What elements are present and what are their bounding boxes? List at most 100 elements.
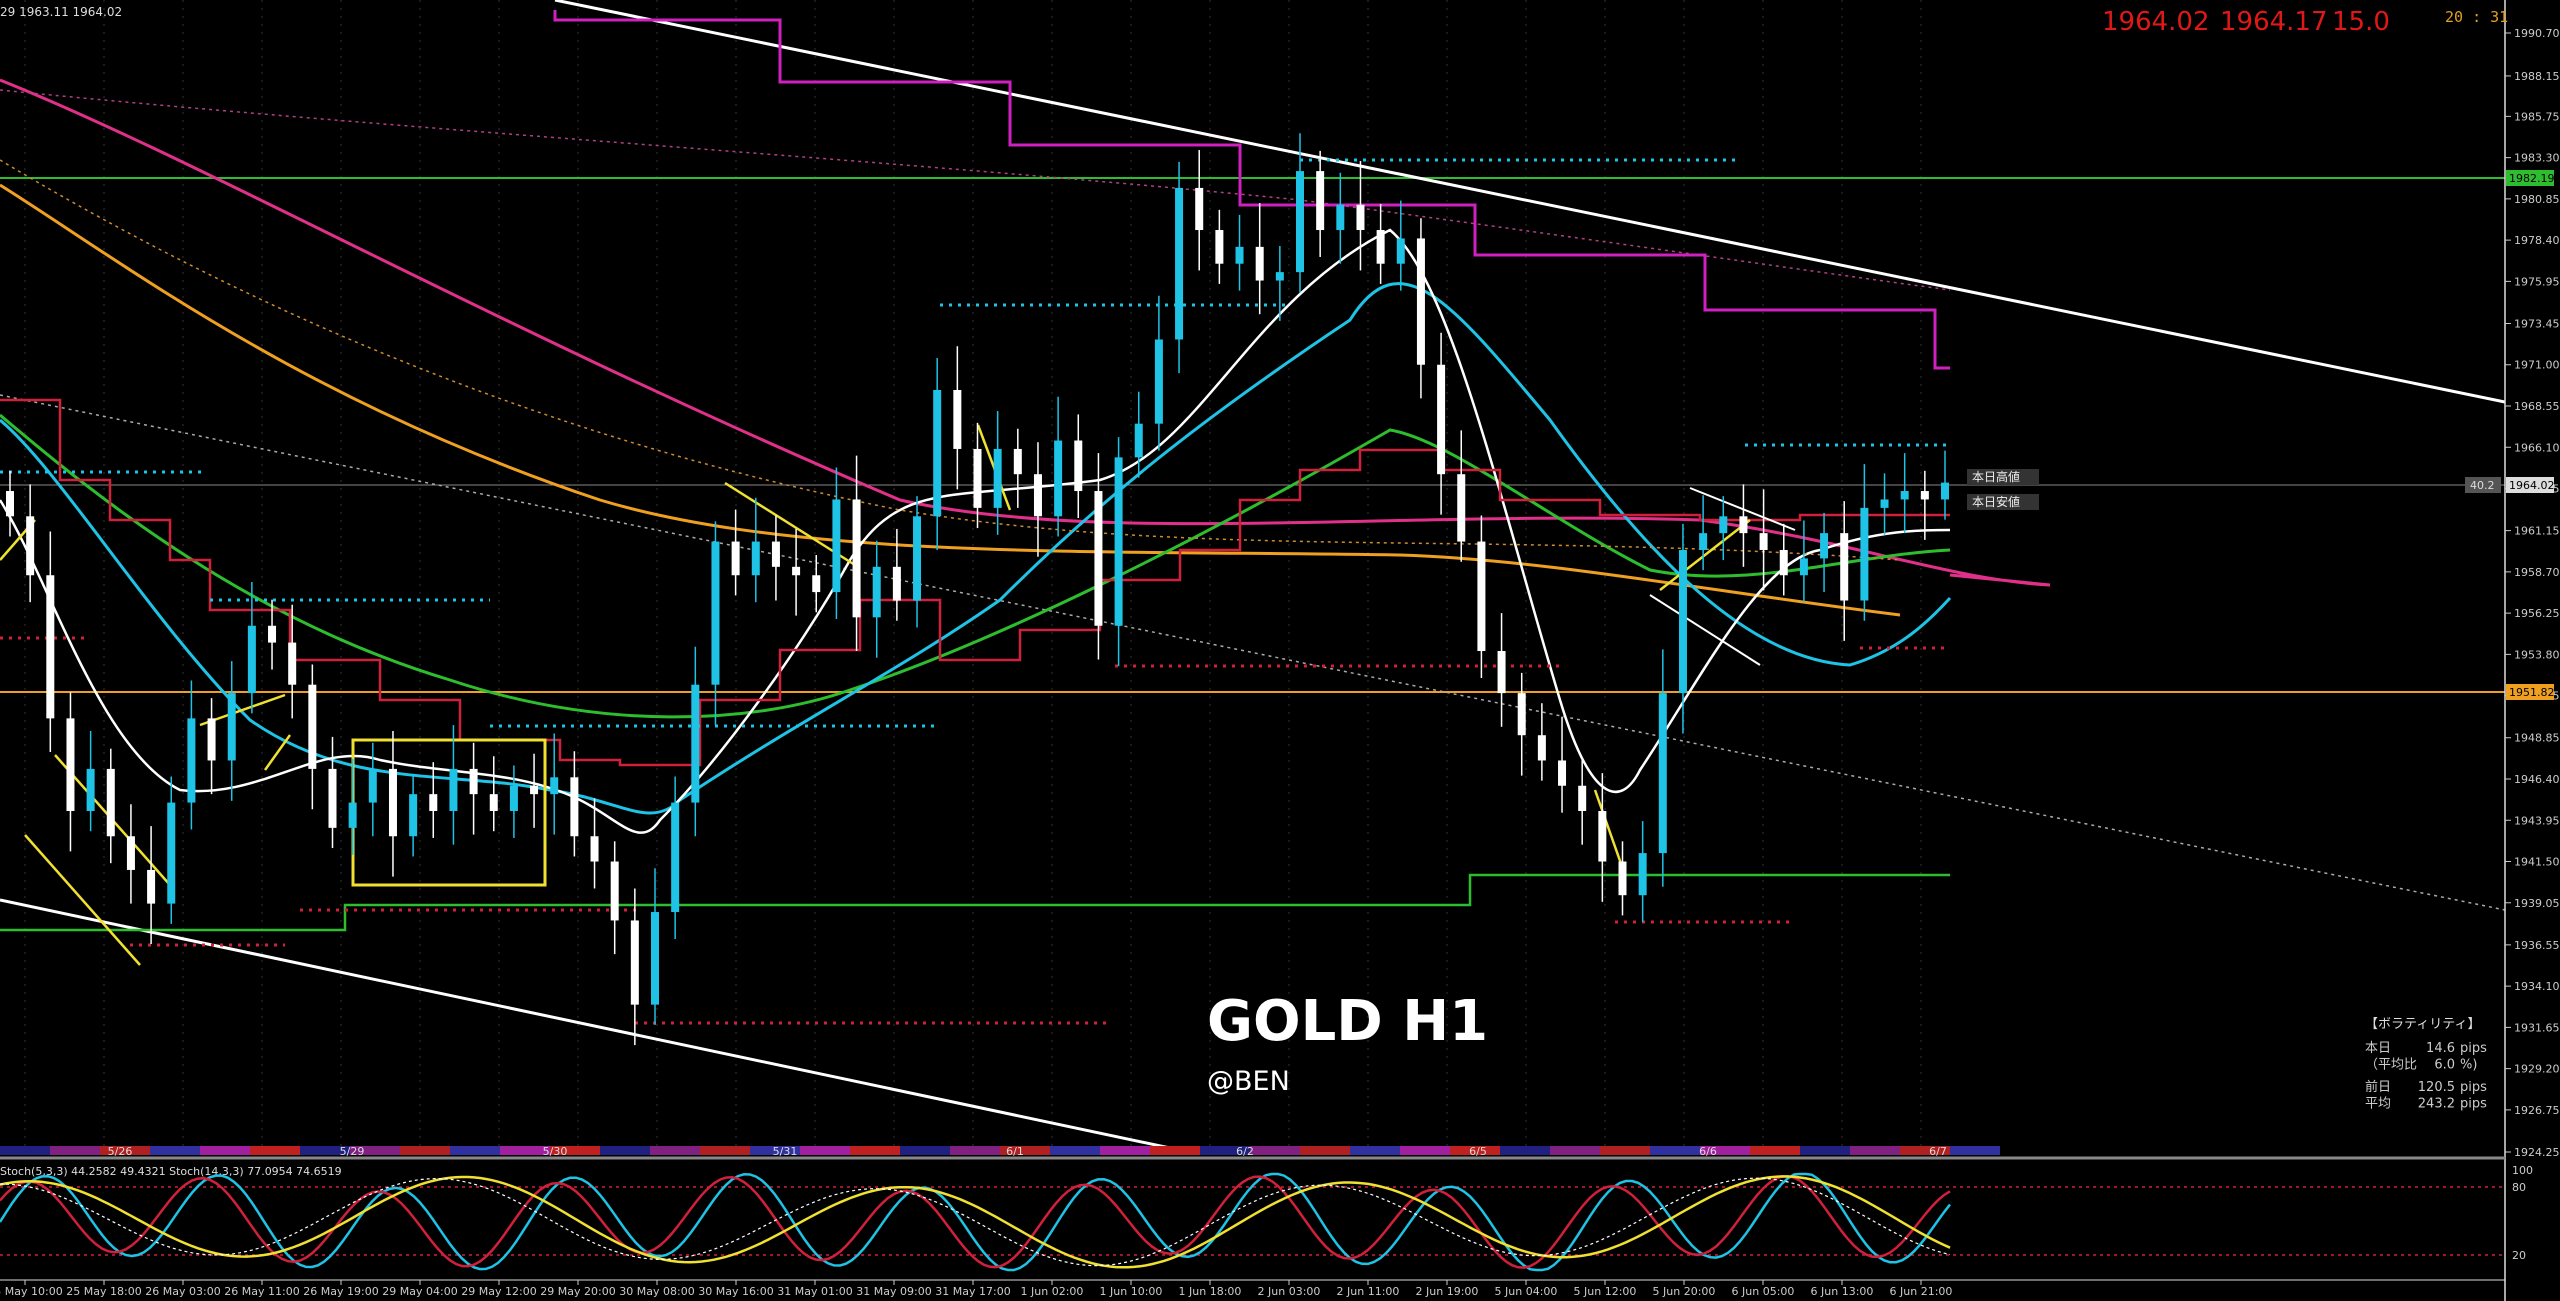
candle-body[interactable] [852, 499, 861, 618]
candle-body[interactable] [1699, 533, 1708, 550]
candle-body[interactable] [1396, 238, 1405, 264]
candle-body[interactable] [247, 625, 256, 694]
candle-body[interactable] [1336, 204, 1345, 231]
candle-body[interactable] [1497, 651, 1506, 694]
candle-body[interactable] [1175, 187, 1184, 340]
candle-body[interactable] [872, 566, 881, 618]
candle-body[interactable] [1296, 171, 1304, 273]
candle-body[interactable] [1578, 785, 1587, 811]
candle-body[interactable] [227, 693, 236, 761]
candle-body[interactable] [1275, 272, 1284, 281]
candle-body[interactable] [1537, 735, 1546, 761]
candle-body[interactable] [1517, 693, 1526, 736]
candle-body[interactable] [46, 575, 55, 719]
candle-body[interactable] [530, 785, 539, 795]
candle-body[interactable] [1094, 491, 1103, 626]
candle-body[interactable] [610, 861, 619, 921]
candle-body[interactable] [1900, 491, 1909, 500]
candle-body[interactable] [6, 491, 14, 517]
candles[interactable] [6, 133, 1949, 1046]
candle-body[interactable] [1376, 230, 1385, 264]
candle-body[interactable] [449, 768, 458, 811]
candle-body[interactable] [1114, 457, 1123, 626]
candle-body[interactable] [691, 684, 700, 803]
candle-body[interactable] [711, 541, 720, 685]
candle-body[interactable] [590, 836, 599, 862]
candle-body[interactable] [1316, 171, 1325, 231]
candle-body[interactable] [1860, 507, 1869, 601]
candle-body[interactable] [469, 768, 478, 795]
candle-body[interactable] [1033, 474, 1042, 517]
candle-body[interactable] [1054, 440, 1063, 517]
candle-body[interactable] [86, 768, 95, 811]
candle-body[interactable] [489, 794, 498, 811]
candle-body[interactable] [933, 390, 942, 517]
upper-trendline[interactable] [554, 0, 2505, 404]
candle-body[interactable] [913, 516, 922, 601]
candle-body[interactable] [1618, 861, 1627, 896]
candle-body[interactable] [731, 541, 740, 576]
candle-body[interactable] [187, 718, 196, 803]
candle-body[interactable] [1840, 533, 1849, 601]
candle-body[interactable] [1658, 693, 1667, 854]
candle-body[interactable] [651, 912, 659, 1005]
candle-body[interactable] [1759, 533, 1768, 550]
candle-body[interactable] [1779, 549, 1788, 576]
candle-body[interactable] [812, 575, 821, 593]
candle-body[interactable] [509, 785, 518, 811]
candle-body[interactable] [570, 777, 579, 837]
candle-body[interactable] [328, 768, 337, 828]
candle-body[interactable] [1134, 423, 1143, 458]
candle-body[interactable] [973, 448, 982, 508]
candle-body[interactable] [348, 802, 357, 828]
candle-body[interactable] [368, 768, 377, 803]
candle-body[interactable] [1941, 482, 1949, 500]
candle-body[interactable] [1638, 853, 1647, 896]
candle-body[interactable] [207, 718, 216, 761]
candle-body[interactable] [1416, 238, 1425, 365]
candle-body[interactable] [630, 920, 639, 1005]
candle-body[interactable] [429, 794, 438, 811]
candle-body[interactable] [1235, 246, 1244, 264]
candle-body[interactable] [1678, 549, 1687, 694]
candle-body[interactable] [1013, 448, 1022, 475]
candle-body[interactable] [792, 566, 801, 576]
candle-body[interactable] [1074, 440, 1083, 492]
candle-body[interactable] [409, 794, 418, 837]
candle-body[interactable] [1558, 760, 1567, 786]
candle-body[interactable] [1255, 246, 1264, 281]
candle-body[interactable] [1739, 516, 1748, 534]
candle-body[interactable] [288, 642, 297, 685]
candle-body[interactable] [1195, 187, 1204, 231]
candle-body[interactable] [1799, 558, 1808, 576]
yellow-range-box[interactable] [351, 738, 547, 887]
candle-body[interactable] [1719, 516, 1728, 534]
candle-body[interactable] [751, 541, 760, 576]
candle-body[interactable] [268, 625, 277, 643]
candle-body[interactable] [993, 448, 1002, 508]
candle-body[interactable] [892, 566, 901, 601]
candle-body[interactable] [388, 768, 397, 837]
candle-body[interactable] [1820, 533, 1829, 559]
lower-trendline[interactable] [0, 898, 1171, 1150]
candle-body[interactable] [147, 869, 156, 904]
candle-body[interactable] [1356, 204, 1365, 231]
candle-body[interactable] [26, 516, 35, 576]
candle-body[interactable] [1920, 491, 1929, 500]
candle-body[interactable] [126, 836, 135, 870]
candle-body[interactable] [1477, 541, 1486, 652]
candle-body[interactable] [953, 390, 962, 449]
candle-body[interactable] [1457, 474, 1466, 542]
candle-body[interactable] [308, 684, 317, 769]
candle-body[interactable] [167, 802, 176, 904]
candle-body[interactable] [1437, 364, 1446, 475]
candle-body[interactable] [1154, 339, 1163, 424]
candle-body[interactable] [771, 541, 780, 567]
candle-body[interactable] [1598, 810, 1607, 862]
candle-body[interactable] [66, 718, 75, 811]
candle-body[interactable] [1880, 499, 1889, 508]
candle-body[interactable] [1215, 230, 1224, 264]
candle-body[interactable] [106, 768, 115, 837]
candle-body[interactable] [671, 802, 680, 913]
